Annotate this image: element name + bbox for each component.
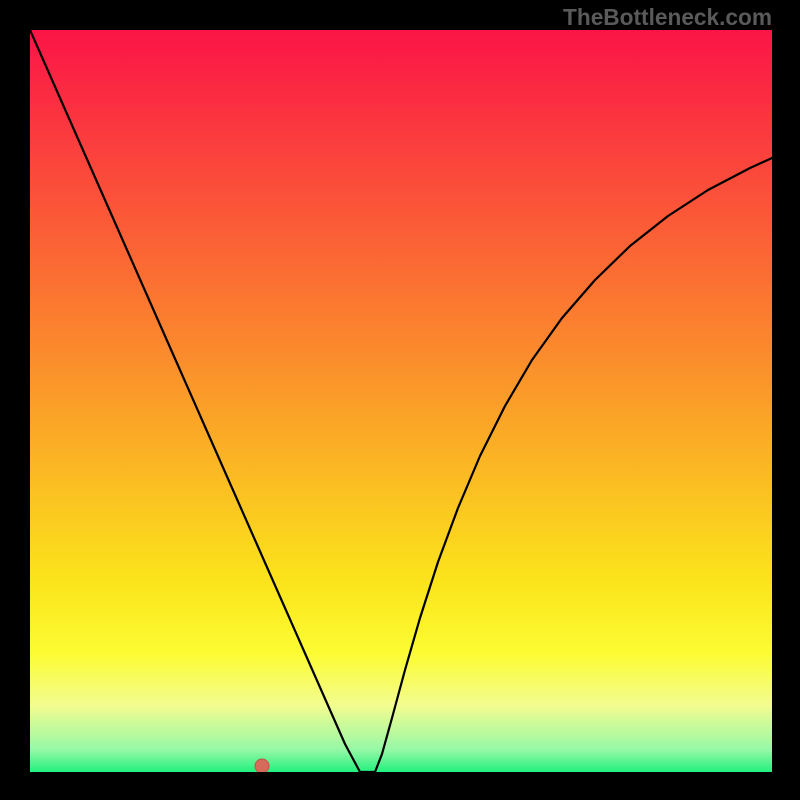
bottleneck-curve — [30, 30, 772, 772]
minimum-marker — [255, 759, 269, 772]
curve-svg — [30, 30, 772, 772]
chart-frame: TheBottleneck.com — [0, 0, 800, 800]
plot-area — [30, 30, 772, 772]
watermark-text: TheBottleneck.com — [563, 4, 772, 31]
